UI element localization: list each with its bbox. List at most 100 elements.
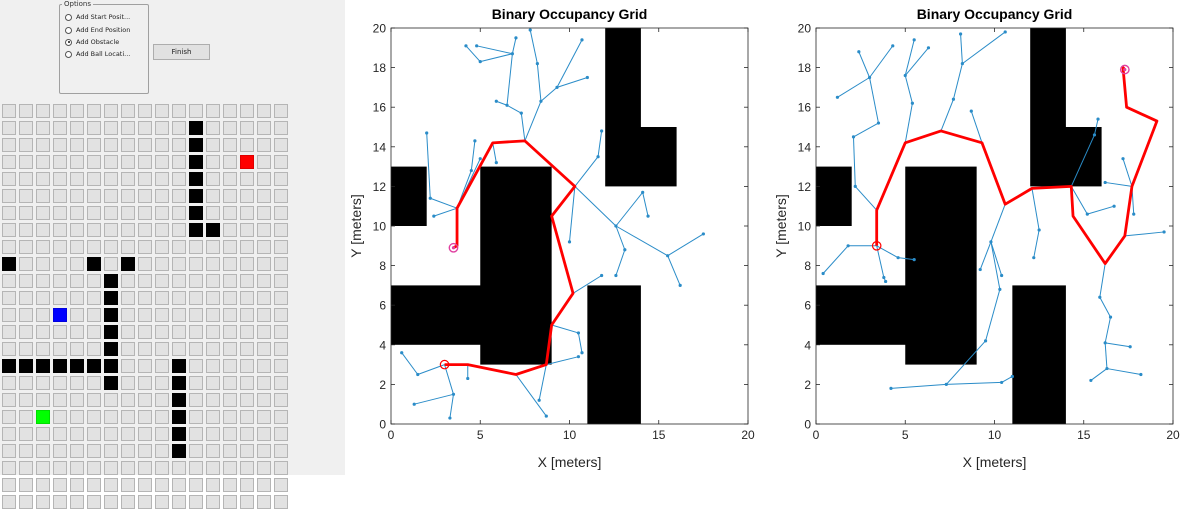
grid-cell-obstacle[interactable] [189,223,203,237]
grid-cell[interactable] [70,342,84,356]
grid-cell[interactable] [19,206,33,220]
grid-cell[interactable] [189,393,203,407]
grid-cell-obstacle[interactable] [2,359,16,373]
grid-cell[interactable] [172,172,186,186]
grid-cell[interactable] [240,461,254,475]
grid-cell[interactable] [70,291,84,305]
grid-cell[interactable] [240,189,254,203]
grid-cell[interactable] [70,274,84,288]
grid-cell[interactable] [2,376,16,390]
grid-cell[interactable] [257,427,271,441]
grid-cell[interactable] [138,257,152,271]
grid-cell[interactable] [2,155,16,169]
grid-cell[interactable] [2,495,16,509]
grid-cell[interactable] [19,410,33,424]
grid-cell[interactable] [240,342,254,356]
grid-cell[interactable] [206,359,220,373]
grid-cell[interactable] [257,461,271,475]
grid-cell[interactable] [104,206,118,220]
grid-cell-obstacle[interactable] [189,155,203,169]
grid-cell[interactable] [70,495,84,509]
grid-cell[interactable] [2,308,16,322]
grid-cell[interactable] [240,240,254,254]
grid-cell[interactable] [70,257,84,271]
grid-cell[interactable] [70,478,84,492]
grid-cell[interactable] [172,325,186,339]
grid-cell[interactable] [138,325,152,339]
grid-cell[interactable] [2,138,16,152]
grid-cell[interactable] [155,291,169,305]
grid-cell[interactable] [53,240,67,254]
grid-cell[interactable] [223,461,237,475]
grid-cell[interactable] [104,121,118,135]
grid-cell[interactable] [53,478,67,492]
grid-cell[interactable] [206,308,220,322]
grid-cell[interactable] [19,444,33,458]
grid-cell[interactable] [121,478,135,492]
grid-cell[interactable] [223,206,237,220]
grid-cell[interactable] [155,376,169,390]
grid-cell[interactable] [87,478,101,492]
grid-cell[interactable] [87,138,101,152]
grid-cell[interactable] [274,291,288,305]
grid-cell[interactable] [121,172,135,186]
grid-cell[interactable] [36,308,50,322]
grid-cell[interactable] [172,189,186,203]
grid-cell[interactable] [172,104,186,118]
grid-cell[interactable] [172,223,186,237]
grid-cell[interactable] [155,427,169,441]
grid-cell[interactable] [121,461,135,475]
grid-cell[interactable] [2,461,16,475]
grid-cell[interactable] [206,427,220,441]
grid-cell[interactable] [121,376,135,390]
grid-cell[interactable] [36,121,50,135]
grid-cell[interactable] [70,121,84,135]
grid-cell[interactable] [223,308,237,322]
grid-cell[interactable] [70,393,84,407]
grid-cell[interactable] [189,342,203,356]
grid-cell[interactable] [155,461,169,475]
grid-cell-obstacle[interactable] [19,359,33,373]
grid-cell[interactable] [257,444,271,458]
grid-cell[interactable] [257,495,271,509]
grid-cell[interactable] [172,121,186,135]
grid-cell[interactable] [87,121,101,135]
grid-cell[interactable] [19,342,33,356]
grid-cell[interactable] [274,461,288,475]
grid-cell[interactable] [223,155,237,169]
grid-cell[interactable] [87,495,101,509]
radio-button-icon[interactable] [65,26,72,34]
grid-cell[interactable] [121,342,135,356]
grid-cell[interactable] [240,393,254,407]
grid-cell[interactable] [257,342,271,356]
grid-cell[interactable] [36,138,50,152]
grid-cell[interactable] [240,478,254,492]
grid-cell-obstacle[interactable] [189,206,203,220]
grid-cell[interactable] [2,393,16,407]
grid-cell[interactable] [206,138,220,152]
grid-cell[interactable] [240,257,254,271]
grid-cell[interactable] [36,461,50,475]
grid-cell[interactable] [223,189,237,203]
grid-cell[interactable] [36,223,50,237]
grid-cell[interactable] [223,325,237,339]
grid-cell[interactable] [121,444,135,458]
grid-cell[interactable] [189,410,203,424]
grid-cell[interactable] [70,155,84,169]
grid-cell[interactable] [138,495,152,509]
grid-cell[interactable] [2,325,16,339]
grid-cell[interactable] [87,274,101,288]
grid-cell-obstacle[interactable] [172,376,186,390]
grid-cell[interactable] [240,376,254,390]
grid-cell[interactable] [155,359,169,373]
grid-cell[interactable] [257,223,271,237]
grid-cell[interactable] [121,274,135,288]
grid-cell[interactable] [121,495,135,509]
grid-cell[interactable] [274,274,288,288]
grid-cell[interactable] [53,410,67,424]
radio-button-icon[interactable] [65,13,72,21]
grid-cell[interactable] [189,308,203,322]
grid-cell[interactable] [155,121,169,135]
grid-cell[interactable] [36,189,50,203]
grid-cell[interactable] [70,461,84,475]
